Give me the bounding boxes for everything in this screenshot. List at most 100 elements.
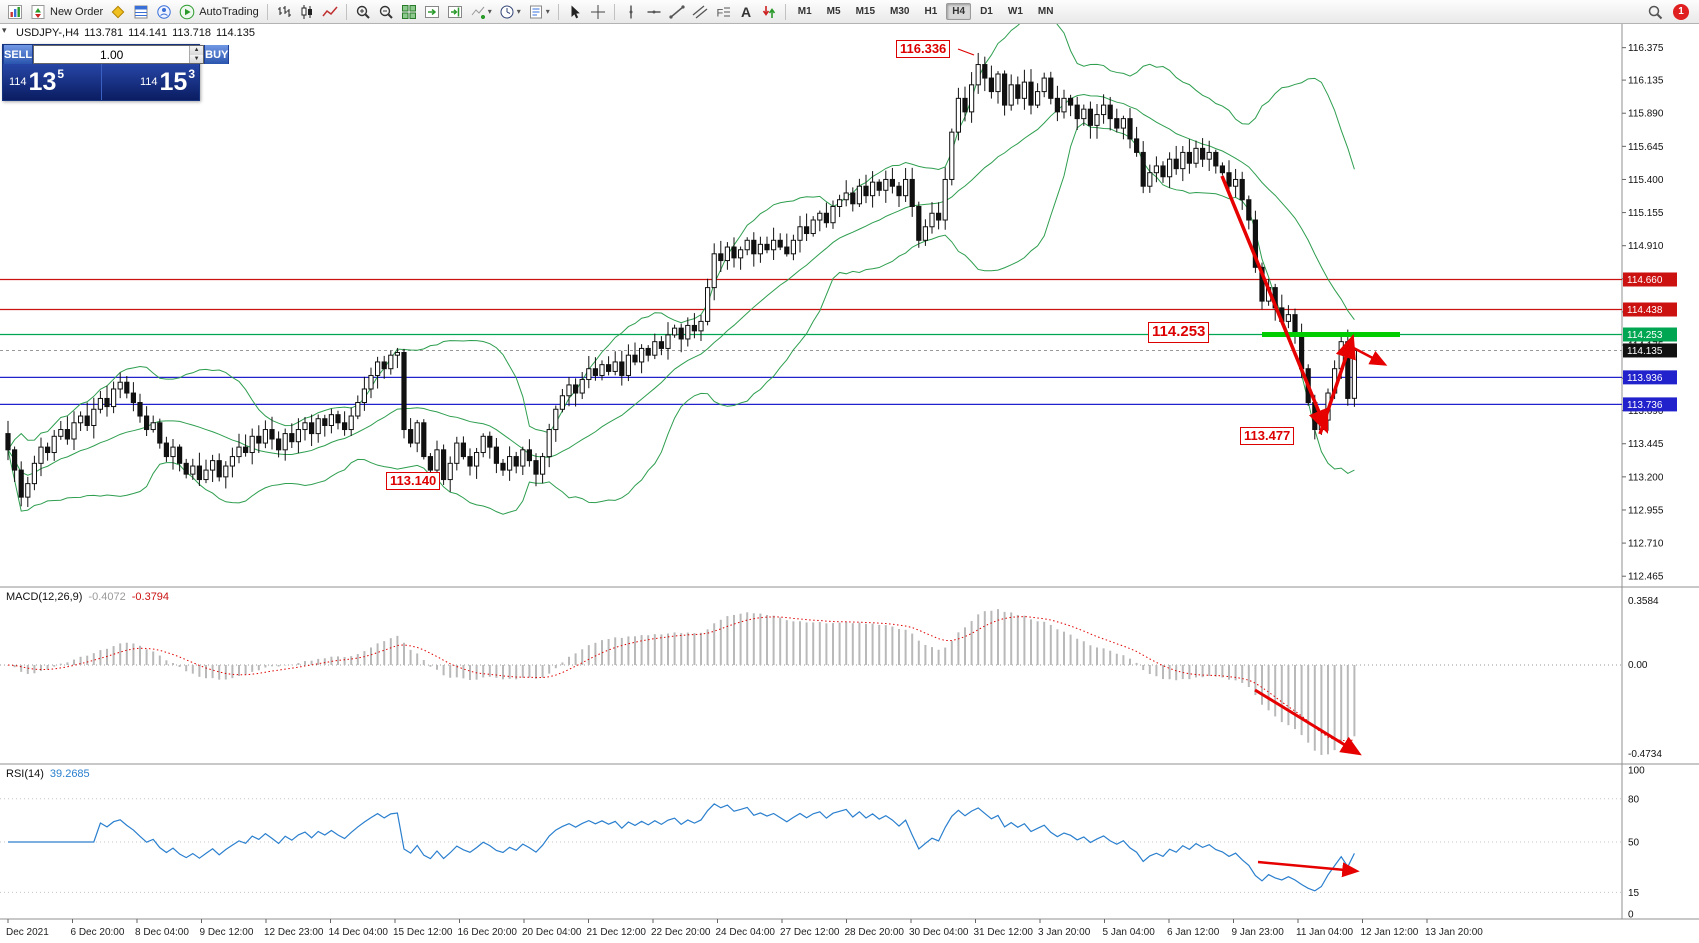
svg-text:30 Dec 04:00: 30 Dec 04:00 [909,927,969,938]
tile-windows-icon[interactable] [398,2,420,22]
svg-text:6 Jan 12:00: 6 Jan 12:00 [1167,927,1220,938]
price-axis[interactable]: 116.375 116.135 115.890 115.645 115.400 115.1… [1622,43,1677,921]
chart-shift-icon[interactable] [444,2,466,22]
arrows-tool-icon[interactable] [758,2,780,22]
support-highlight [1262,332,1400,338]
macd-signal-line [7,616,1355,742]
buy-button[interactable]: BUY [204,45,230,64]
timeframe-button-m5[interactable]: M5 [826,6,841,17]
chevron-down-icon: ▾ [545,7,550,16]
text-label-icon[interactable]: A [735,2,757,22]
templates-icon[interactable]: ▾ [525,2,553,22]
svg-text:0: 0 [1628,910,1634,921]
ohlc-high: 114.141 [128,27,168,39]
line-chart-icon[interactable] [319,2,341,22]
svg-text:115.890: 115.890 [1628,109,1664,120]
navigator-icon[interactable] [153,2,175,22]
new-order-button[interactable]: New Order [27,2,106,22]
timeframe-button-mn[interactable]: MN [1037,6,1054,17]
time-axis[interactable]: Dec 2021 6 Dec 20:00 8 Dec 04:00 9 Dec 12:0… [6,919,1483,938]
sell-price-pip: 5 [57,67,65,81]
indicators-icon[interactable]: ▾ [467,2,495,22]
timeframe-button-w1[interactable]: W1 [1007,6,1023,17]
notification-badge[interactable]: 1 [1673,3,1689,20]
fibonacci-icon[interactable]: F [712,2,734,22]
rsi-value: 39.2685 [49,768,90,780]
bollinger-bands [7,24,1355,515]
svg-text:0.00: 0.00 [1628,660,1648,671]
svg-text:22 Dec 20:00: 22 Dec 20:00 [651,927,711,938]
equidistant-channel-icon[interactable] [689,2,711,22]
new-chart-icon[interactable] [4,2,26,22]
zoom-out-icon[interactable] [375,2,397,22]
trend-arrows [1220,175,1388,878]
svg-text:113.200: 113.200 [1628,472,1664,483]
svg-text:F: F [716,7,723,19]
svg-text:A: A [741,4,751,20]
volume-input[interactable] [34,46,190,63]
svg-text:11 Jan 04:00: 11 Jan 04:00 [1296,927,1354,938]
volume-stepper: ▲ ▼ [33,45,205,64]
periods-icon[interactable]: ▾ [496,2,524,22]
cursor-icon[interactable] [564,2,586,22]
price-annotation: 113.477 [1240,427,1295,446]
crosshair-icon[interactable] [587,2,609,22]
sell-price-button[interactable]: 114 13 5 [3,64,101,100]
svg-text:Dec 2021: Dec 2021 [6,927,49,938]
market-watch-icon[interactable] [130,2,152,22]
candles-chart-icon[interactable] [296,2,318,22]
ohlc-open: 113.781 [84,27,124,39]
svg-text:9 Jan 23:00: 9 Jan 23:00 [1232,927,1285,938]
svg-text:12 Jan 12:00: 12 Jan 12:00 [1361,927,1419,938]
toolbar-separator [345,3,347,20]
svg-text:80: 80 [1628,794,1640,805]
sell-price-big: 13 [28,68,57,96]
one-click-collapse-arrow[interactable]: ▾ [2,25,7,35]
svg-text:5 Jan 04:00: 5 Jan 04:00 [1103,927,1156,938]
zoom-in-icon[interactable] [352,2,374,22]
vertical-line-icon[interactable] [620,2,642,22]
timeframe-button-m30[interactable]: M30 [890,6,910,17]
svg-text:13 Jan 20:00: 13 Jan 20:00 [1425,927,1483,938]
buy-price-pip: 3 [188,67,195,81]
timeframe-button-d1[interactable]: D1 [980,6,993,17]
price-annotation: 116.336 [896,40,951,59]
price-annotation: 113.140 [386,472,441,491]
svg-text:112.955: 112.955 [1628,505,1664,516]
horizontal-line-icon[interactable] [643,2,665,22]
sell-button[interactable]: SELL [3,45,34,64]
metaeditor-icon[interactable] [107,2,129,22]
svg-text:12 Dec 23:00: 12 Dec 23:00 [264,927,324,938]
buy-price-big: 15 [159,68,188,96]
volume-down-button[interactable]: ▼ [190,54,204,63]
autotrading-button[interactable]: AutoTrading [176,2,262,22]
svg-text:20 Dec 04:00: 20 Dec 04:00 [522,927,582,938]
toolbar-separator [784,3,786,20]
search-icon[interactable] [1644,2,1666,22]
trendline-icon[interactable] [666,2,688,22]
annotation-connector [957,48,975,56]
horizontal-level-lines [0,278,1622,405]
timeframe-button-h4[interactable]: H4 [946,3,972,20]
svg-text:114.135: 114.135 [1627,346,1663,357]
volume-up-button[interactable]: ▲ [190,46,204,55]
svg-text:6 Dec 20:00: 6 Dec 20:00 [71,927,125,938]
svg-text:14 Dec 04:00: 14 Dec 04:00 [329,927,389,938]
auto-scroll-icon[interactable] [421,2,443,22]
rsi-level-lines [0,798,1622,893]
svg-text:113.690: 113.690 [1628,406,1664,417]
timeframe-button-m15[interactable]: M15 [855,6,876,17]
svg-text:115.400: 115.400 [1628,175,1664,186]
svg-text:-0.4734: -0.4734 [1628,749,1662,760]
toolbar-separator [613,3,615,20]
svg-text:113.445: 113.445 [1628,439,1664,450]
timeframe-button-h1[interactable]: H1 [924,6,938,17]
svg-text:21 Dec 12:00: 21 Dec 12:00 [587,927,647,938]
bars-chart-icon[interactable] [273,2,295,22]
timeframe-button-m1[interactable]: M1 [797,6,812,17]
chevron-down-icon: ▾ [516,7,521,16]
buy-price-button[interactable]: 114 15 3 [101,64,199,100]
macd-label: MACD(12,26,9) -0.4072 -0.3794 [6,591,170,603]
